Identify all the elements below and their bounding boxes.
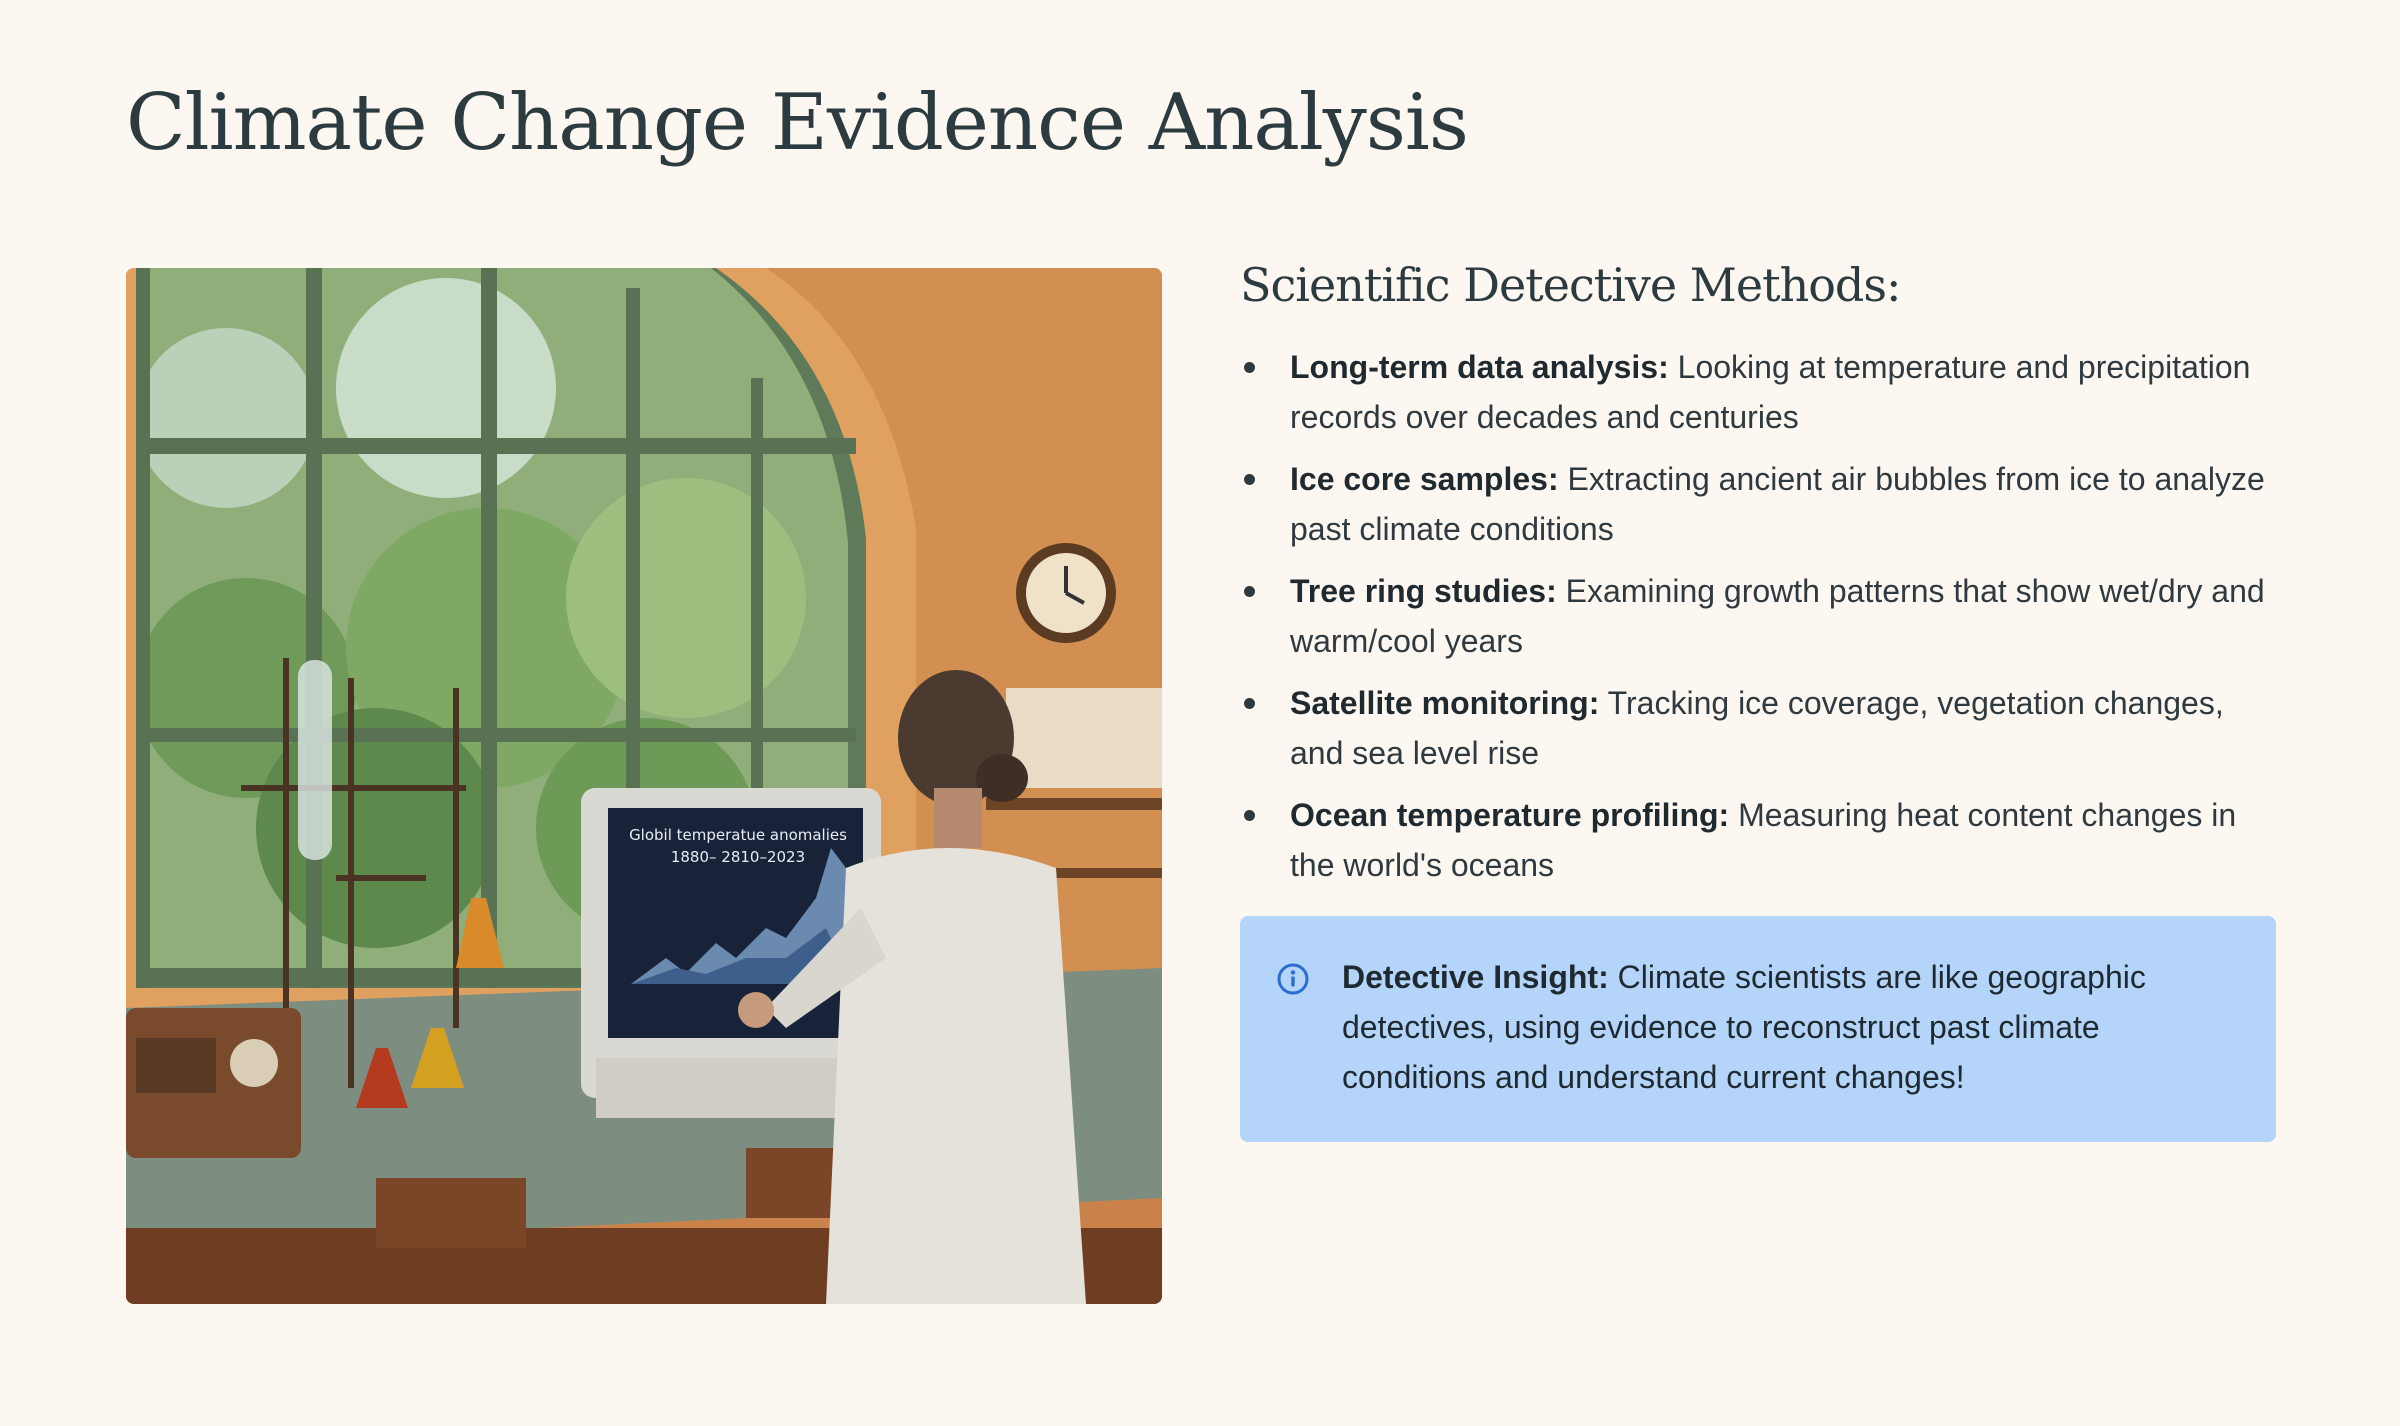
method-label: Satellite monitoring:: [1290, 685, 1600, 721]
bullet-icon: [1244, 698, 1255, 709]
bullet-icon: [1244, 474, 1255, 485]
detective-insight-callout: Detective Insight: Climate scientists ar…: [1240, 916, 2276, 1142]
methods-list: Long-term data analysis: Looking at temp…: [1240, 342, 2276, 890]
method-text: Measuring heat content changes in the wo…: [1290, 797, 2237, 883]
list-item: Satellite monitoring: Tracking ice cover…: [1240, 678, 2276, 778]
page-title: Climate Change Evidence Analysis: [126, 78, 1469, 168]
bullet-icon: [1244, 810, 1255, 821]
method-label: Tree ring studies:: [1290, 573, 1557, 609]
info-icon: [1277, 963, 1309, 995]
lab-scene-illustration: Globil temperatue anomalies 1880– 2810–2…: [126, 268, 1162, 1304]
lab-photo: Globil temperatue anomalies 1880– 2810–2…: [126, 268, 1162, 1304]
bullet-icon: [1244, 586, 1255, 597]
method-text: Tracking ice coverage, vegetation change…: [1290, 685, 2224, 771]
method-label: Ice core samples:: [1290, 461, 1559, 497]
insight-text: Climate scientists are like geographic d…: [1342, 959, 2146, 1095]
method-text: Examining growth patterns that show wet/…: [1290, 573, 2265, 659]
list-item: Ocean temperature profiling: Measuring h…: [1240, 790, 2276, 890]
screen-title-line2: 1880– 2810–2023: [671, 848, 805, 866]
screen-title-line1: Globil temperatue anomalies: [629, 826, 847, 844]
method-text: Looking at temperature and precipitation…: [1290, 349, 2251, 435]
method-text: Extracting ancient air bubbles from ice …: [1290, 461, 2265, 547]
method-label: Long-term data analysis:: [1290, 349, 1669, 385]
methods-heading: Scientific Detective Methods:: [1240, 258, 1901, 312]
list-item: Long-term data analysis: Looking at temp…: [1240, 342, 2276, 442]
insight-label: Detective Insight:: [1342, 959, 1609, 995]
method-label: Ocean temperature profiling:: [1290, 797, 1730, 833]
list-item: Ice core samples: Extracting ancient air…: [1240, 454, 2276, 554]
bullet-icon: [1244, 362, 1255, 373]
list-item: Tree ring studies: Examining growth patt…: [1240, 566, 2276, 666]
